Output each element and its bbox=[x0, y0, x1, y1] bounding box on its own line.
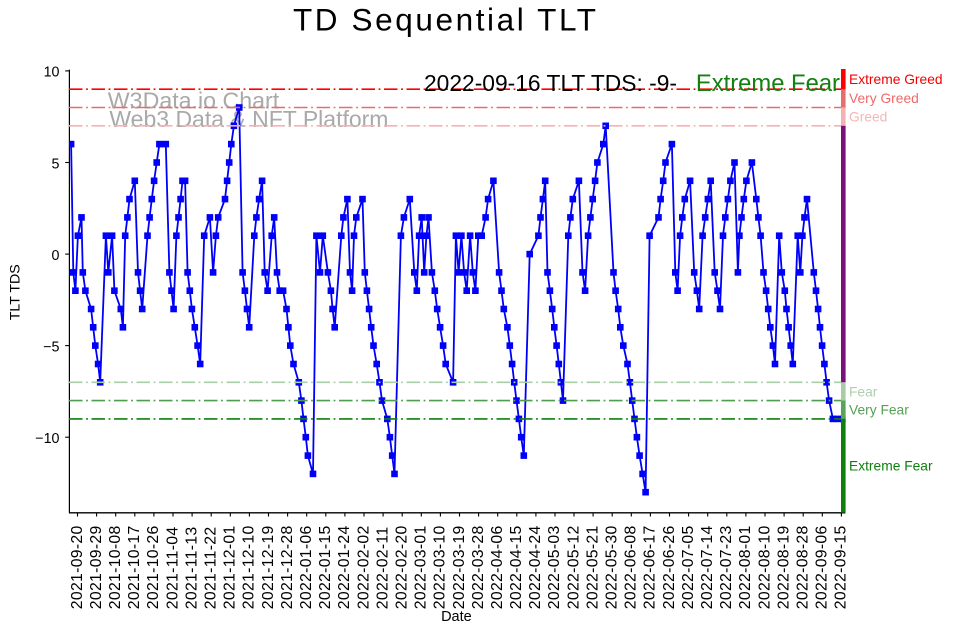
svg-text:Fear: Fear bbox=[849, 384, 878, 399]
svg-text:2022-07-05: 2022-07-05 bbox=[680, 525, 697, 609]
svg-text:W3Data.io Chart: W3Data.io Chart bbox=[108, 87, 280, 113]
svg-text:2022-02-02: 2022-02-02 bbox=[355, 525, 372, 609]
svg-text:TLT TDS: TLT TDS bbox=[8, 264, 24, 320]
svg-text:2022-08-19: 2022-08-19 bbox=[775, 525, 792, 609]
svg-text:2022-08-01: 2022-08-01 bbox=[737, 525, 754, 609]
svg-text:2022-09-06: 2022-09-06 bbox=[814, 525, 831, 609]
svg-text:Very Fear: Very Fear bbox=[849, 403, 909, 418]
svg-text:2022-03-28: 2022-03-28 bbox=[470, 525, 487, 609]
svg-text:2022-07-23: 2022-07-23 bbox=[718, 525, 735, 609]
svg-text:−5: −5 bbox=[43, 339, 59, 355]
svg-text:2021-11-13: 2021-11-13 bbox=[183, 527, 200, 610]
svg-text:2022-08-28: 2022-08-28 bbox=[795, 525, 812, 609]
svg-text:2022-01-15: 2022-01-15 bbox=[317, 525, 334, 609]
svg-text:2022-02-11: 2022-02-11 bbox=[374, 527, 391, 610]
svg-text:Very Greed: Very Greed bbox=[849, 91, 919, 106]
svg-text:TD Sequential TLT: TD Sequential TLT bbox=[293, 2, 599, 38]
svg-text:2022-02-20: 2022-02-20 bbox=[394, 525, 411, 609]
svg-text:2022-09-15: 2022-09-15 bbox=[833, 525, 850, 609]
svg-text:2022-06-17: 2022-06-17 bbox=[642, 525, 659, 609]
svg-text:2021-10-08: 2021-10-08 bbox=[107, 525, 124, 609]
svg-text:2021-09-20: 2021-09-20 bbox=[69, 525, 86, 609]
svg-text:2021-12-28: 2021-12-28 bbox=[279, 525, 296, 609]
svg-text:10: 10 bbox=[44, 65, 60, 81]
svg-text:2021-12-01: 2021-12-01 bbox=[222, 525, 239, 609]
svg-text:Web3 Data & NFT Platform: Web3 Data & NFT Platform bbox=[109, 106, 388, 132]
svg-text:2022-07-14: 2022-07-14 bbox=[699, 525, 716, 609]
svg-text:2022-01-24: 2022-01-24 bbox=[336, 525, 353, 609]
svg-text:2022-04-24: 2022-04-24 bbox=[527, 525, 544, 609]
svg-text:2022-05-12: 2022-05-12 bbox=[565, 525, 582, 609]
svg-text:2021-11-04: 2021-11-04 bbox=[164, 527, 181, 610]
svg-text:2022-05-30: 2022-05-30 bbox=[604, 525, 621, 609]
svg-text:2022-09-16 TLT TDS: -9-: 2022-09-16 TLT TDS: -9- bbox=[424, 70, 677, 96]
svg-text:2022-04-06: 2022-04-06 bbox=[489, 525, 506, 609]
svg-text:2022-01-06: 2022-01-06 bbox=[298, 525, 315, 609]
svg-text:Extreme Fear: Extreme Fear bbox=[696, 70, 840, 97]
svg-text:2021-12-10: 2021-12-10 bbox=[241, 525, 258, 609]
svg-text:2022-03-10: 2022-03-10 bbox=[432, 525, 449, 609]
svg-text:2021-12-19: 2021-12-19 bbox=[260, 525, 277, 609]
svg-text:Extreme Greed: Extreme Greed bbox=[849, 72, 943, 87]
svg-text:5: 5 bbox=[52, 156, 60, 172]
svg-text:2022-03-01: 2022-03-01 bbox=[413, 525, 430, 609]
svg-text:Greed: Greed bbox=[849, 110, 887, 125]
svg-text:2021-10-26: 2021-10-26 bbox=[145, 525, 162, 609]
svg-text:0: 0 bbox=[52, 248, 60, 264]
svg-text:2022-06-08: 2022-06-08 bbox=[623, 525, 640, 609]
svg-text:Date: Date bbox=[441, 609, 472, 625]
svg-text:2022-08-10: 2022-08-10 bbox=[756, 525, 773, 609]
svg-text:2021-11-22: 2021-11-22 bbox=[203, 527, 220, 610]
svg-text:−10: −10 bbox=[35, 431, 59, 447]
svg-text:Extreme Fear: Extreme Fear bbox=[849, 459, 933, 474]
svg-text:2022-05-03: 2022-05-03 bbox=[546, 525, 563, 609]
svg-text:2022-06-26: 2022-06-26 bbox=[661, 525, 678, 609]
svg-text:2022-04-15: 2022-04-15 bbox=[508, 525, 525, 609]
svg-text:2021-10-17: 2021-10-17 bbox=[126, 525, 143, 609]
svg-text:2022-05-21: 2022-05-21 bbox=[584, 525, 601, 609]
svg-text:2022-03-19: 2022-03-19 bbox=[451, 525, 468, 609]
svg-text:2021-09-29: 2021-09-29 bbox=[88, 525, 105, 609]
